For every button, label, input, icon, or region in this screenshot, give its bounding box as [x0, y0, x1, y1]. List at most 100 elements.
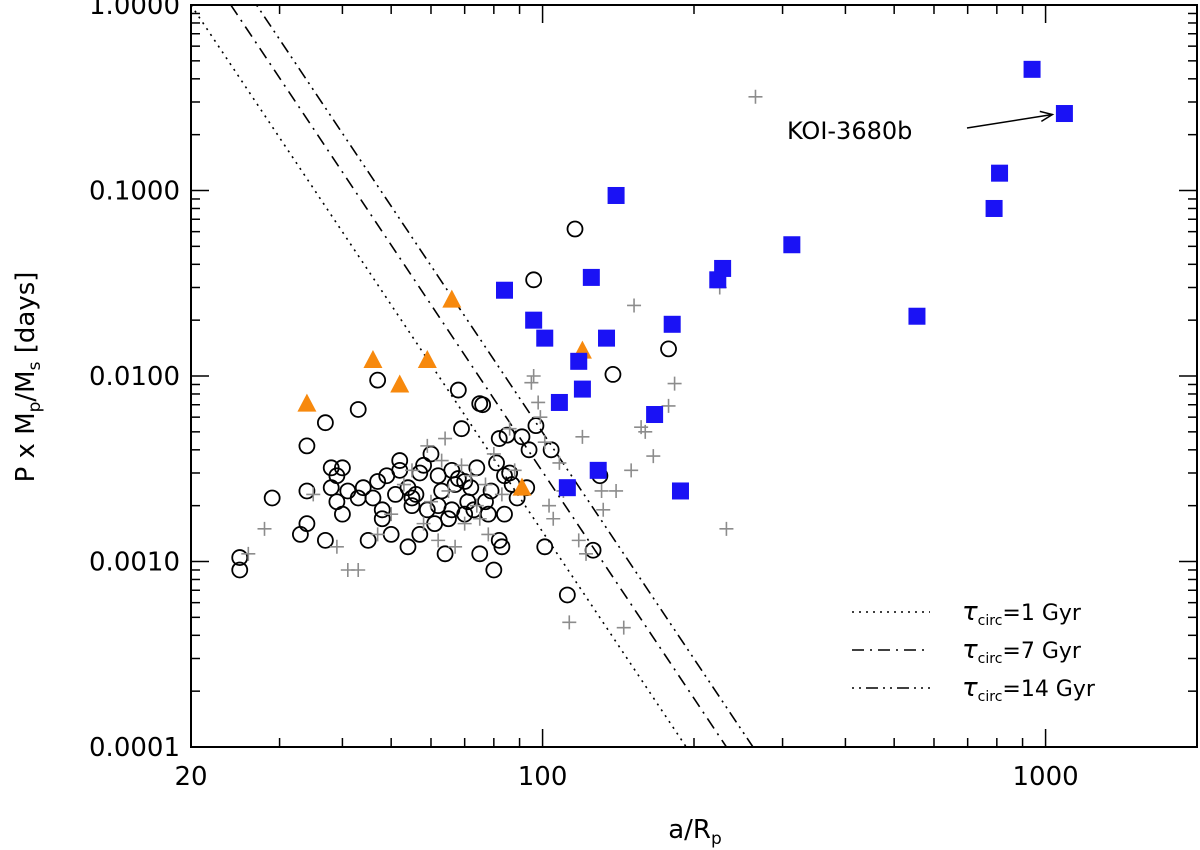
y-tick-label: 0.0001: [89, 733, 180, 763]
circle-point: [382, 525, 400, 543]
circle-point: [604, 366, 622, 383]
circle-point: [490, 430, 508, 447]
circle-point: [449, 381, 467, 399]
square-point: [558, 479, 576, 497]
circle-point: [474, 396, 492, 414]
x-axis-label-sub: p: [711, 829, 722, 849]
circle-point: [536, 538, 554, 556]
circle-point: [339, 482, 357, 500]
circle-point: [527, 417, 545, 435]
square-point: [646, 406, 664, 424]
circle-point: [520, 441, 538, 459]
square-point: [783, 236, 801, 254]
crosse-point: [329, 539, 344, 554]
crosse-point: [719, 521, 734, 536]
circle-point: [479, 505, 497, 523]
crosse-point: [537, 435, 552, 450]
triangle-point: [442, 289, 462, 308]
crosse-point: [575, 429, 590, 444]
triangle-point: [363, 349, 383, 368]
circle-point: [298, 482, 316, 500]
crosse-point: [533, 410, 548, 425]
square-point: [1055, 105, 1073, 123]
crosse-point: [502, 421, 517, 436]
annotation-arrow-head: [1039, 110, 1055, 123]
crosse-point: [596, 502, 611, 517]
legend-tau-symbol: τ: [962, 597, 978, 627]
crosse-point: [478, 477, 493, 492]
square-point: [671, 482, 689, 500]
square-point: [607, 186, 625, 204]
circle-point: [477, 493, 494, 511]
circle-point: [403, 497, 421, 515]
square-point: [991, 164, 1009, 182]
crosse-point: [638, 424, 653, 439]
annotation: KOI-3680b: [787, 110, 1055, 145]
circle-point: [359, 531, 377, 549]
crosse-point: [542, 498, 557, 513]
circle-point: [429, 467, 447, 485]
crosse-point: [571, 533, 586, 548]
square-point: [1023, 60, 1041, 78]
plot-frame: [190, 4, 1198, 748]
crosse-point: [661, 398, 676, 413]
crosse-point: [472, 511, 487, 526]
x-tick-label: 100: [518, 762, 568, 792]
series-triangles: [297, 289, 592, 496]
tau-line-3: [255, 5, 754, 747]
circle-point: [488, 454, 505, 472]
circle-point: [391, 452, 409, 469]
crosse-point: [257, 521, 272, 536]
y-axis-label-sub1: p: [25, 402, 45, 413]
crosse-point: [531, 395, 546, 410]
crosse-point: [524, 375, 539, 390]
circle-point: [316, 531, 334, 549]
y-axis-label-part1: P x M: [11, 412, 41, 482]
crosse-point: [434, 453, 449, 468]
circle-point: [263, 489, 281, 507]
series-squares: [495, 60, 1073, 500]
crosse-point: [396, 477, 411, 492]
circle-point: [231, 549, 249, 566]
crosse-point: [431, 533, 446, 548]
crosse-point: [463, 468, 478, 483]
circle-point: [334, 505, 351, 523]
circle-point: [493, 538, 511, 556]
circle-point: [369, 371, 387, 389]
tau-line-1: [191, 5, 687, 747]
circle-point: [566, 220, 584, 238]
circle-point: [369, 473, 387, 490]
crosse-point: [241, 546, 256, 561]
legend-value: =14 Gyr: [1002, 677, 1095, 702]
crosse-point: [454, 458, 469, 473]
square-point: [714, 259, 732, 277]
square-point: [573, 380, 591, 398]
circle-point: [485, 561, 503, 579]
circle-point: [453, 420, 470, 438]
crosse-point: [562, 615, 577, 630]
square-point: [495, 281, 513, 299]
crosse-point: [306, 487, 321, 502]
series-circles: [231, 220, 677, 604]
legend-tau-symbol: τ: [962, 635, 978, 665]
circle-point: [349, 401, 367, 418]
circle-point: [660, 340, 677, 358]
koi-annotation-label: KOI-3680b: [787, 117, 912, 145]
y-tick-label: 1.0000: [89, 0, 180, 21]
circle-point: [501, 464, 519, 482]
circle-point: [403, 489, 421, 507]
tau-line-2: [230, 5, 728, 747]
x-tick-label: 20: [174, 762, 207, 792]
square-point: [985, 199, 1003, 217]
crosse-point: [486, 446, 501, 461]
legend-label-1: τcirc=1 Gyr: [962, 597, 1082, 629]
circle-point: [440, 510, 457, 528]
circle-point: [407, 485, 425, 503]
legend-tau-symbol: τ: [962, 673, 978, 703]
legend-subscript: circ: [978, 613, 1003, 629]
crosse-point: [448, 539, 463, 554]
crosse-point: [469, 498, 484, 513]
crosse-point: [423, 494, 438, 509]
